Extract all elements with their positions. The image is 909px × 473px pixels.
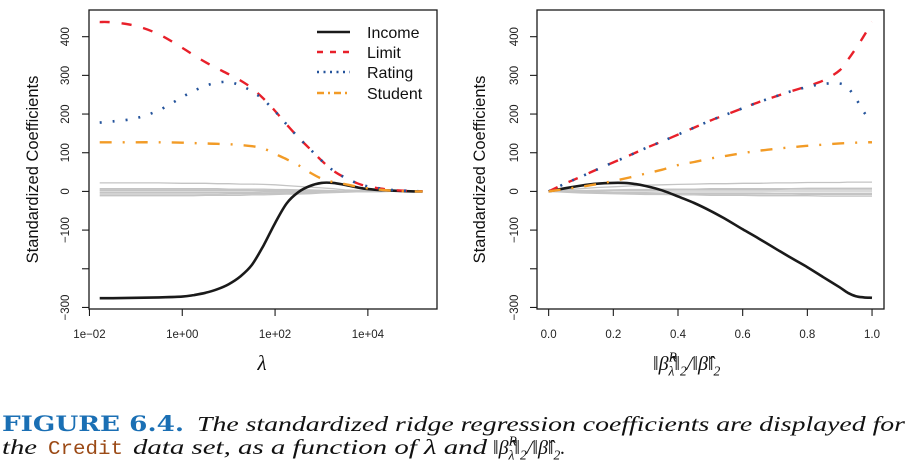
legend-label-income: Income bbox=[367, 25, 420, 42]
y-tick-label: 100 bbox=[509, 143, 521, 162]
y-tick-label: −300 bbox=[509, 295, 521, 321]
math-part-base: . bbox=[560, 437, 565, 459]
x-tick-label: 0.0 bbox=[541, 329, 557, 341]
math-part-sup: R bbox=[668, 350, 678, 365]
legend-label-rating: Rating bbox=[367, 65, 413, 82]
x-tick-label: 0.2 bbox=[605, 329, 621, 341]
y-tick-label: −100 bbox=[60, 217, 72, 243]
ridge-coefficients-vs-lambda-plot: −300 −100 0 100 200 300 400 1e−02 1e+00 1e+02 1e+0… bbox=[24, 9, 438, 375]
x-tick-label: 1.0 bbox=[864, 329, 880, 341]
x-tick-label: 1e+00 bbox=[166, 329, 198, 341]
legend: Income Limit Rating Student bbox=[317, 25, 423, 103]
x-axis-title: λ bbox=[256, 351, 266, 375]
figure-caption: FIGURE 6.4. The standardized ridge regres… bbox=[2, 411, 906, 463]
math-part-base: ‖ bbox=[674, 353, 680, 375]
plot-frame bbox=[88, 9, 438, 310]
x-tick-label: 0.4 bbox=[670, 329, 687, 341]
caption-norm-ratio: ‖β̂R λ‖2/‖β̂‖2. bbox=[493, 434, 565, 463]
y-tick-label: 0 bbox=[60, 188, 72, 194]
legend-label-student: Student bbox=[367, 86, 423, 103]
series-line-student bbox=[99, 141, 423, 193]
math-part-sub: λ bbox=[667, 364, 674, 379]
math-part-sub: 2 bbox=[680, 364, 687, 379]
math-part-sub: λ bbox=[507, 448, 514, 463]
x-tick-label: 0.8 bbox=[799, 329, 815, 341]
math-part-sub: 2 bbox=[520, 448, 527, 463]
math-part-sub: 2 bbox=[714, 364, 721, 379]
y-tick-label: −100 bbox=[509, 217, 521, 243]
figure-label: FIGURE 6.4. bbox=[2, 411, 184, 436]
y-axis-title: Standardized Coefficients bbox=[24, 76, 42, 264]
y-tick-label: 100 bbox=[60, 143, 72, 162]
series-line-limit bbox=[99, 20, 423, 193]
y-tick-label: 200 bbox=[60, 105, 72, 124]
series-line-rating bbox=[548, 81, 874, 193]
series-line-other-3 bbox=[548, 188, 872, 193]
x-tick-label: 1e+02 bbox=[259, 329, 291, 341]
y-tick-label: 400 bbox=[509, 27, 521, 46]
series-line-other-7 bbox=[99, 190, 423, 197]
series-line-income bbox=[548, 181, 873, 300]
math-part-base: ‖ bbox=[514, 437, 520, 459]
caption-line-2-start: the bbox=[2, 435, 37, 459]
math-part-base: /‖β̂‖ bbox=[686, 353, 716, 375]
caption-line-1: The standardized ridge regression coeffi… bbox=[197, 412, 906, 436]
math-part-base: /‖β̂‖ bbox=[526, 437, 556, 459]
dataset-name: Credit bbox=[48, 438, 123, 460]
series-line-income bbox=[99, 181, 423, 300]
y-axis-title: Standardized Coefficients bbox=[471, 76, 489, 264]
x-tick-label: 1e+04 bbox=[352, 329, 385, 341]
y-tick-label: 300 bbox=[60, 66, 72, 85]
x-tick-label: 0.6 bbox=[735, 329, 751, 341]
x-axis-title: ‖β̂R λ‖2/‖β̂‖2 bbox=[653, 350, 721, 379]
y-tick-label: 400 bbox=[60, 27, 72, 46]
plot-frame bbox=[536, 9, 885, 310]
series-line-other-7 bbox=[548, 190, 872, 197]
series-group bbox=[99, 20, 423, 300]
y-tick-label: 0 bbox=[509, 188, 521, 194]
math-part-sub: 2 bbox=[554, 448, 561, 463]
ridge-coefficients-vs-norm-ratio-plot: −300 −100 0 100 200 300 400 0.0 0.2 0.4 0.6 0.8 1.0 S… bbox=[471, 9, 885, 379]
series-line-other-6 bbox=[548, 190, 872, 196]
legend-label-limit: Limit bbox=[367, 45, 401, 62]
x-tick-label: 1e−02 bbox=[73, 329, 105, 341]
math-part-sup: R bbox=[508, 434, 518, 449]
series-line-student bbox=[548, 141, 873, 193]
y-tick-label: 300 bbox=[509, 66, 521, 85]
series-group bbox=[548, 21, 874, 300]
caption-line-2-text: data set, as a function of λ and bbox=[133, 435, 488, 459]
series-line-limit bbox=[548, 21, 874, 193]
y-tick-label: −300 bbox=[60, 295, 72, 321]
series-line-other-1 bbox=[548, 181, 872, 193]
y-tick-label: 200 bbox=[509, 105, 521, 124]
